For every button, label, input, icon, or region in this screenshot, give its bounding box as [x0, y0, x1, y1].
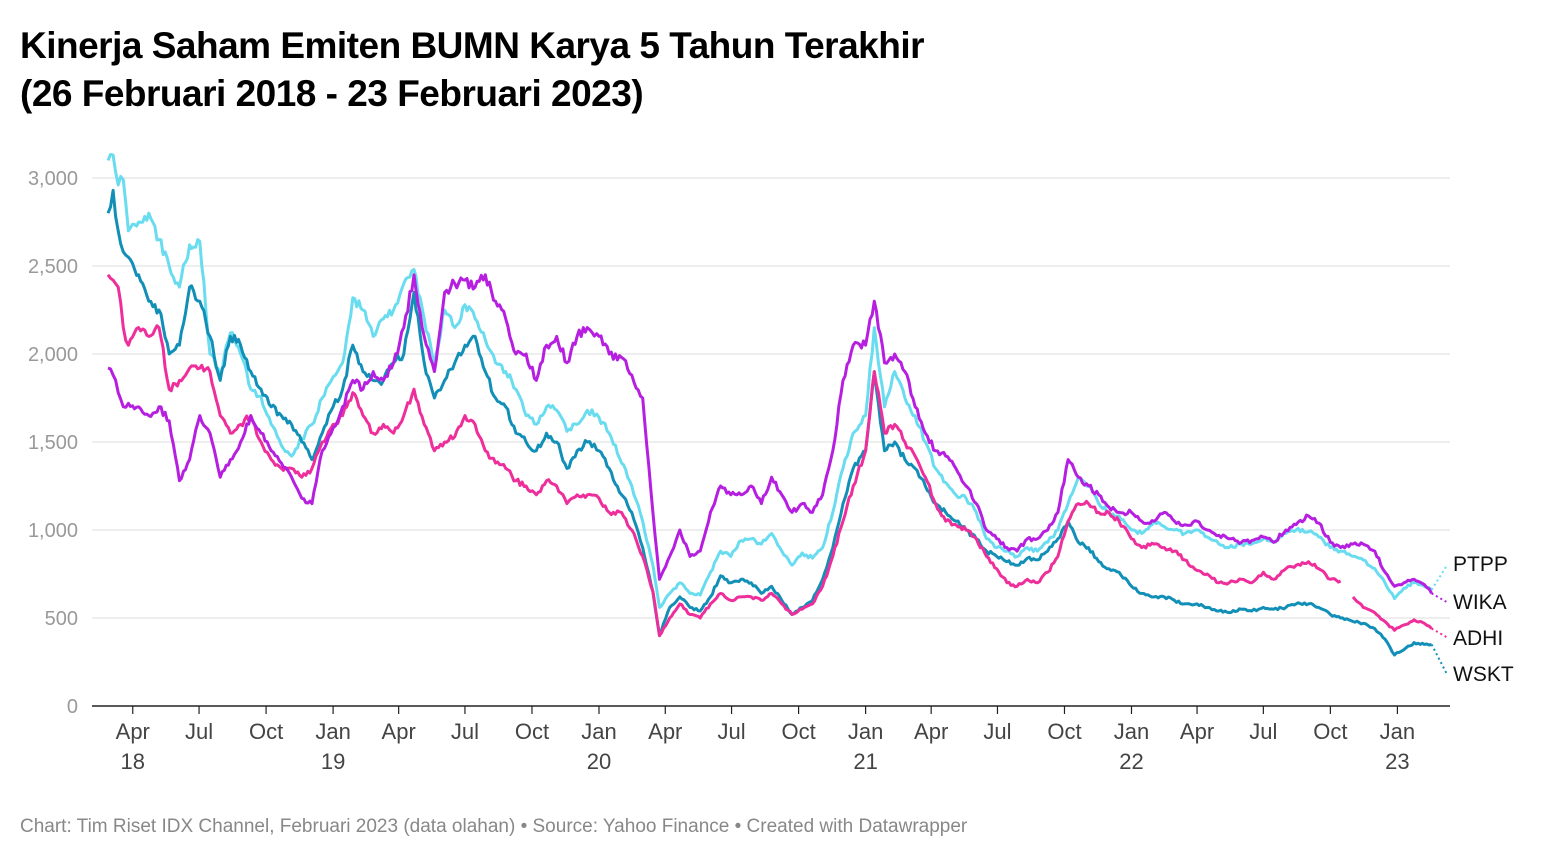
x-tick-label: Jul: [451, 719, 479, 744]
series-labels: PTPP WIKA ADHI WSKT: [1430, 553, 1514, 686]
series-label-wskt: WSKT: [1453, 663, 1514, 686]
series-label-adhi: ADHI: [1453, 627, 1503, 650]
series-line-wskt: [106, 188, 1432, 657]
y-tick-label: 3,000: [28, 168, 78, 190]
x-tick-label: Jul: [983, 719, 1011, 744]
series-line-ptpp: [106, 153, 1433, 609]
x-tick-label: Jan: [581, 719, 616, 744]
series-line-wika: [107, 273, 1433, 595]
x-tick-label: Jul: [718, 719, 746, 744]
chart-title: Kinerja Saham Emiten BUMN Karya 5 Tahun …: [20, 22, 925, 118]
x-tick-label: Jan: [1380, 719, 1415, 744]
x-tick-year-label: 20: [587, 749, 611, 774]
x-tick-label: Apr: [382, 719, 416, 744]
x-axis: Apr 18 Jul Oct Jan 19 Apr Jul Oct Jan 20 Apr Jul Oct J…: [116, 706, 1415, 774]
x-tick-label: Oct: [781, 719, 815, 744]
y-tick-label: 0: [67, 696, 78, 718]
x-tick-year-label: 23: [1385, 749, 1409, 774]
label-leader-ptpp: [1430, 564, 1448, 591]
x-tick-label: Oct: [1313, 719, 1347, 744]
x-tick-label: Apr: [116, 719, 150, 744]
x-tick-label: Apr: [914, 719, 948, 744]
label-leader-wika: [1431, 592, 1448, 604]
series-label-ptpp: PTPP: [1453, 553, 1508, 576]
x-tick-label: Jan: [315, 719, 350, 744]
x-tick-year-label: 18: [121, 749, 145, 774]
x-tick-year-label: 22: [1119, 749, 1143, 774]
grid-lines: [92, 177, 1450, 707]
chart-footer: Chart: Tim Riset IDX Channel, Februari 2…: [20, 816, 968, 837]
y-tick-label: 2,500: [28, 256, 78, 278]
x-tick-label: Apr: [1180, 719, 1214, 744]
x-tick-year-label: 19: [321, 749, 345, 774]
y-tick-label: 1,000: [28, 520, 78, 542]
x-tick-label: Apr: [648, 719, 682, 744]
series-line-adhi: [106, 273, 1342, 638]
x-tick-label: Jan: [1114, 719, 1149, 744]
x-tick-label: Oct: [249, 719, 283, 744]
y-tick-label: 500: [45, 608, 78, 630]
x-tick-label: Oct: [515, 719, 549, 744]
y-axis: 0 500 1,000 1,500 2,000 2,500 3,000: [28, 168, 78, 718]
label-leader-adhi: [1431, 627, 1448, 639]
title-line-2: (26 Februari 2018 - 23 Februari 2023): [20, 73, 644, 114]
x-tick-label: Jul: [185, 719, 213, 744]
x-tick-label: Jul: [1249, 719, 1277, 744]
series-line-adhi: [1351, 595, 1433, 632]
x-tick-label: Oct: [1047, 719, 1081, 744]
label-leader-wskt: [1430, 643, 1448, 675]
y-tick-label: 1,500: [28, 432, 78, 454]
x-tick-year-label: 21: [853, 749, 877, 774]
series-lines: [106, 153, 1433, 657]
y-tick-label: 2,000: [28, 344, 78, 366]
series-label-wika: WIKA: [1453, 591, 1507, 614]
x-tick-label: Jan: [848, 719, 883, 744]
title-line-1: Kinerja Saham Emiten BUMN Karya 5 Tahun …: [20, 25, 925, 66]
